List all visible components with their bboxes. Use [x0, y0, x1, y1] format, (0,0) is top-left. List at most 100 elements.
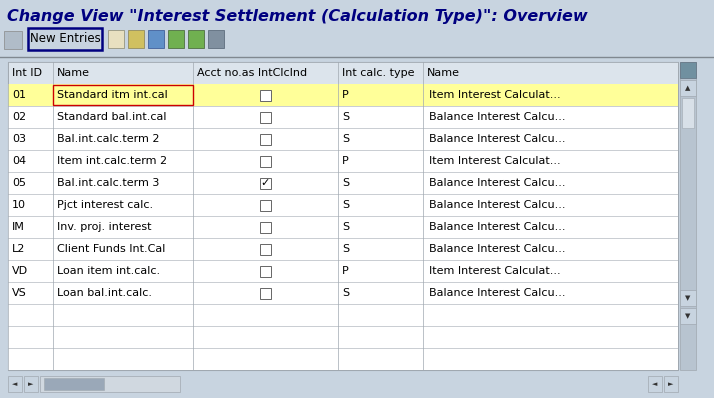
- Bar: [53, 85, 193, 105]
- Text: Name: Name: [57, 68, 90, 78]
- Bar: [260, 265, 271, 277]
- Text: VS: VS: [12, 288, 26, 298]
- Bar: [8, 216, 678, 238]
- Bar: [0, 0, 714, 25]
- Text: S: S: [342, 222, 349, 232]
- Text: 05: 05: [12, 178, 26, 188]
- Text: ◄: ◄: [12, 381, 18, 387]
- Text: Change View "Interest Settlement (Calculation Type)": Overview: Change View "Interest Settlement (Calcul…: [7, 10, 588, 25]
- Text: Loan bal.int.calc.: Loan bal.int.calc.: [57, 288, 152, 298]
- Bar: [8, 62, 678, 84]
- Text: S: S: [342, 112, 349, 122]
- Text: P: P: [342, 90, 348, 100]
- Bar: [8, 84, 678, 106]
- Text: Bal.int.calc.term 3: Bal.int.calc.term 3: [57, 178, 159, 188]
- Bar: [44, 378, 104, 390]
- Bar: [260, 199, 271, 211]
- Text: 10: 10: [12, 200, 26, 210]
- Text: Balance Interest Calcu...: Balance Interest Calcu...: [429, 244, 565, 254]
- Bar: [28, 28, 102, 50]
- Bar: [680, 290, 696, 306]
- Bar: [260, 222, 271, 232]
- Text: Standard bal.int.cal: Standard bal.int.cal: [57, 112, 166, 122]
- Bar: [8, 172, 678, 194]
- Text: Name: Name: [427, 68, 460, 78]
- Bar: [664, 376, 678, 392]
- Text: ◄: ◄: [653, 381, 658, 387]
- Bar: [8, 150, 678, 172]
- Text: Loan item int.calc.: Loan item int.calc.: [57, 266, 160, 276]
- Text: 01: 01: [12, 90, 26, 100]
- Text: ✓: ✓: [261, 178, 270, 188]
- Text: Standard itm int.cal: Standard itm int.cal: [57, 90, 168, 100]
- Text: ▼: ▼: [685, 295, 690, 301]
- Bar: [8, 348, 678, 370]
- Bar: [8, 194, 678, 216]
- Bar: [260, 287, 271, 298]
- Bar: [260, 133, 271, 144]
- Bar: [680, 62, 696, 78]
- Bar: [40, 376, 180, 392]
- Text: S: S: [342, 288, 349, 298]
- Text: VD: VD: [12, 266, 28, 276]
- Text: S: S: [342, 200, 349, 210]
- Bar: [8, 62, 678, 370]
- Text: Item Interest Calculat...: Item Interest Calculat...: [429, 156, 560, 166]
- Text: L2: L2: [12, 244, 26, 254]
- Text: 04: 04: [12, 156, 26, 166]
- Text: Item Interest Calculat...: Item Interest Calculat...: [429, 266, 560, 276]
- Bar: [24, 376, 38, 392]
- Bar: [128, 30, 144, 48]
- Bar: [260, 156, 271, 166]
- Bar: [0, 25, 714, 57]
- Text: New Entries: New Entries: [29, 33, 101, 45]
- Text: Int ID: Int ID: [12, 68, 42, 78]
- Bar: [4, 31, 22, 49]
- Text: ►: ►: [668, 381, 674, 387]
- Bar: [680, 62, 696, 370]
- Bar: [8, 326, 678, 348]
- Bar: [260, 90, 271, 101]
- Text: 02: 02: [12, 112, 26, 122]
- Text: S: S: [342, 244, 349, 254]
- Bar: [208, 30, 224, 48]
- Bar: [8, 376, 22, 392]
- Bar: [108, 30, 124, 48]
- Text: S: S: [342, 134, 349, 144]
- Bar: [148, 30, 164, 48]
- Text: Balance Interest Calcu...: Balance Interest Calcu...: [429, 178, 565, 188]
- Text: Balance Interest Calcu...: Balance Interest Calcu...: [429, 200, 565, 210]
- Bar: [680, 80, 696, 96]
- Text: ▲: ▲: [685, 85, 690, 91]
- Text: IM: IM: [12, 222, 25, 232]
- Bar: [188, 30, 204, 48]
- Text: Balance Interest Calcu...: Balance Interest Calcu...: [429, 112, 565, 122]
- Text: Client Funds Int.Cal: Client Funds Int.Cal: [57, 244, 166, 254]
- Bar: [260, 111, 271, 123]
- Text: Balance Interest Calcu...: Balance Interest Calcu...: [429, 222, 565, 232]
- Text: S: S: [342, 178, 349, 188]
- Bar: [682, 98, 694, 128]
- Text: Inv. proj. interest: Inv. proj. interest: [57, 222, 151, 232]
- Text: Item int.calc.term 2: Item int.calc.term 2: [57, 156, 167, 166]
- Bar: [648, 376, 662, 392]
- Text: Item Interest Calculat...: Item Interest Calculat...: [429, 90, 560, 100]
- Text: Bal.int.calc.term 2: Bal.int.calc.term 2: [57, 134, 159, 144]
- Text: Int calc. type: Int calc. type: [342, 68, 415, 78]
- Bar: [168, 30, 184, 48]
- Bar: [8, 304, 678, 326]
- Text: ▼: ▼: [685, 313, 690, 319]
- Text: ►: ►: [29, 381, 34, 387]
- Text: Acct no.as IntClcInd: Acct no.as IntClcInd: [197, 68, 307, 78]
- Bar: [8, 260, 678, 282]
- Text: Balance Interest Calcu...: Balance Interest Calcu...: [429, 288, 565, 298]
- Text: Pjct interest calc.: Pjct interest calc.: [57, 200, 153, 210]
- Bar: [8, 282, 678, 304]
- Text: Balance Interest Calcu...: Balance Interest Calcu...: [429, 134, 565, 144]
- Bar: [680, 308, 696, 324]
- Bar: [8, 106, 678, 128]
- Bar: [8, 238, 678, 260]
- Bar: [8, 128, 678, 150]
- Bar: [260, 178, 271, 189]
- Text: 03: 03: [12, 134, 26, 144]
